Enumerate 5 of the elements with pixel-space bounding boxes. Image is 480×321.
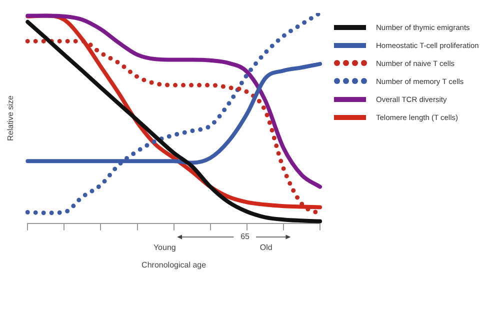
y-axis-title: Relative size xyxy=(6,94,16,141)
text: Young xyxy=(153,243,176,252)
x-axis-title: Chronological age xyxy=(142,260,207,270)
text: 65 xyxy=(240,232,250,241)
text: Old xyxy=(260,243,272,252)
